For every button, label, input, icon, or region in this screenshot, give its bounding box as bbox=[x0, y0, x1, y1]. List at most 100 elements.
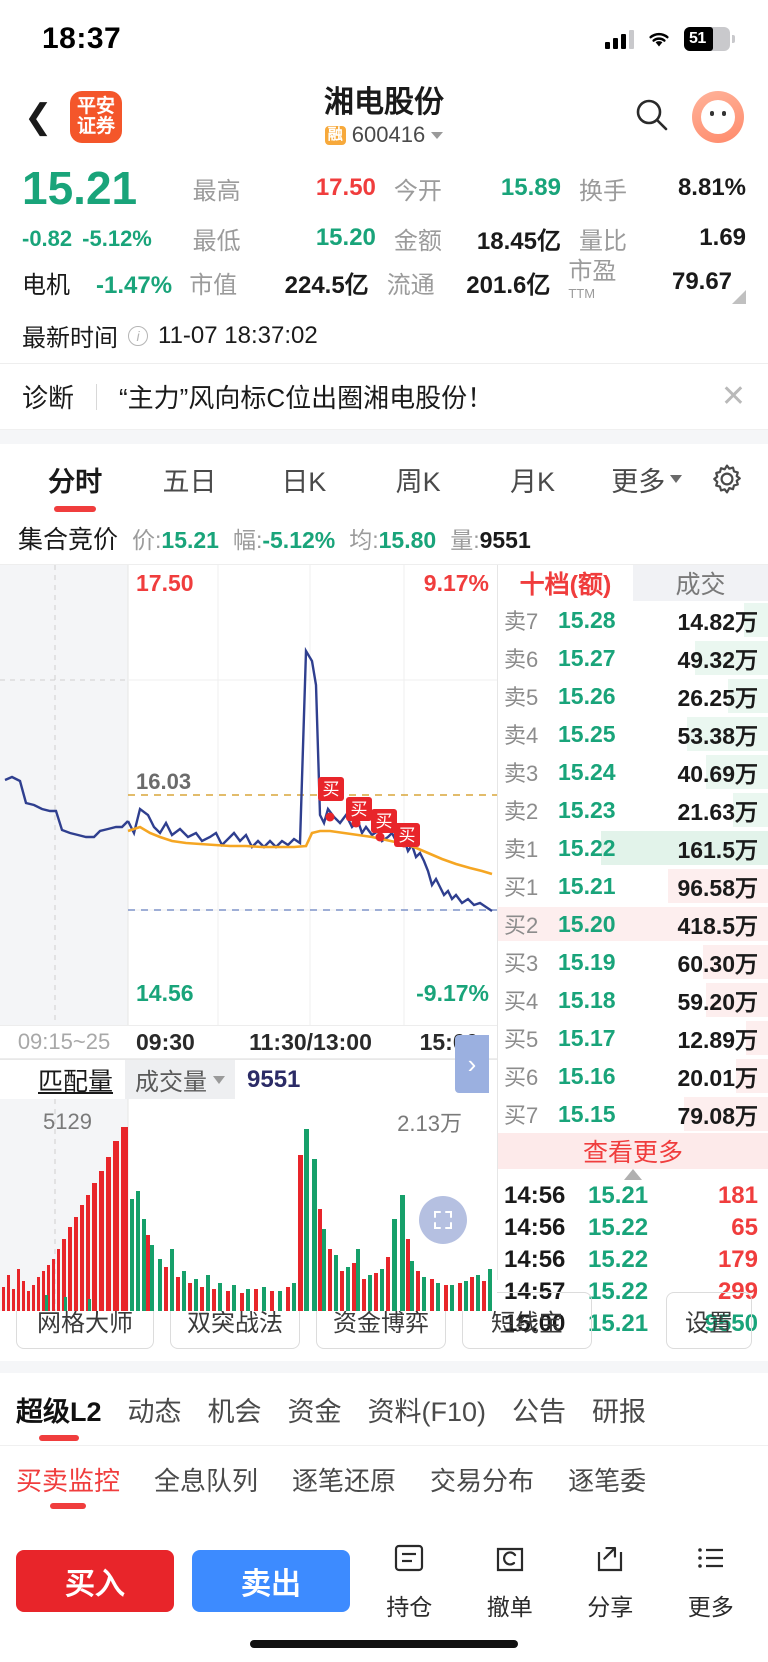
bid-row[interactable]: 买5 15.17 12.89万 bbox=[498, 1019, 768, 1057]
view-more-button[interactable]: 查看更多 bbox=[498, 1133, 768, 1169]
pe-value: 79.67 bbox=[671, 268, 733, 295]
auction-price: 价:15.21 bbox=[132, 527, 219, 553]
trade-list: 14:56 15.21 181 14:56 15.22 65 14:56 15.22 179… bbox=[498, 1180, 768, 1340]
gear-icon[interactable] bbox=[704, 462, 750, 496]
sector-name[interactable]: 电机 bbox=[22, 271, 70, 299]
bid-row[interactable]: 买4 15.18 59.20万 bbox=[498, 981, 768, 1019]
market-cap-value: 224.5亿 bbox=[284, 271, 369, 299]
lower-nav-item-announcement[interactable]: 公告 bbox=[512, 1396, 567, 1427]
tab-monthk[interactable]: 月K bbox=[509, 466, 555, 497]
toolbar-label: 分享 bbox=[587, 1594, 634, 1620]
ask-row[interactable]: 卖2 15.23 21.63万 bbox=[498, 791, 768, 829]
volume-panel-header: 匹配量 成交量 9551 bbox=[0, 1059, 497, 1099]
avatar[interactable] bbox=[692, 91, 744, 143]
chart-x-axis: 09:15~25 09:30 11:30/13:00 15:00 bbox=[0, 1025, 497, 1059]
tab-fenshi[interactable]: 分时 bbox=[18, 444, 132, 514]
ask-row[interactable]: 卖1 15.22 161.5万 bbox=[498, 829, 768, 867]
buy-button[interactable]: 买入 bbox=[16, 1549, 174, 1612]
lower-nav-item-f10[interactable]: 资料(F10) bbox=[367, 1396, 487, 1427]
info-icon[interactable]: i bbox=[128, 325, 148, 346]
home-indicator bbox=[0, 1626, 768, 1662]
svg-text:买: 买 bbox=[399, 826, 416, 845]
ask-row[interactable]: 卖7 15.28 14.82万 bbox=[498, 601, 768, 639]
back-icon[interactable]: ❮ bbox=[24, 98, 53, 136]
ask-row[interactable]: 卖6 15.27 49.32万 bbox=[498, 639, 768, 677]
sell-button[interactable]: 卖出 bbox=[192, 1549, 350, 1612]
sub-nav-item-tick-restore[interactable]: 逐笔还原 bbox=[292, 1466, 397, 1496]
close-icon[interactable]: ✕ bbox=[720, 379, 746, 413]
chart-low-label: 14.56 bbox=[136, 980, 194, 1006]
lower-nav-item-research[interactable]: 研报 bbox=[592, 1396, 647, 1427]
bid-row[interactable]: 买7 15.15 79.08万 bbox=[498, 1095, 768, 1133]
toolbar-item-cancel-order[interactable]: 撤单 bbox=[469, 1539, 552, 1622]
tab-dayk[interactable]: 日K bbox=[281, 466, 327, 497]
sub-nav-item-tick-orders[interactable]: 逐笔委 bbox=[568, 1466, 647, 1496]
match-volume-label: 匹配量 bbox=[38, 1067, 114, 1096]
battery-icon: 51 bbox=[684, 27, 735, 51]
broker-logo-line2: 证券 bbox=[76, 116, 115, 137]
status-clock: 18:37 bbox=[42, 22, 122, 55]
chart-high-label: 17.50 bbox=[136, 570, 194, 596]
intraday-chart[interactable]: 买 买 买 买 17.50 9.17% 16.03 14.56 -9.17% ›… bbox=[0, 565, 497, 1311]
x-tick-mid: 11:30/13:00 bbox=[249, 1028, 372, 1055]
broker-logo[interactable]: 平安 证券 bbox=[70, 91, 122, 143]
ask-row[interactable]: 卖3 15.24 40.69万 bbox=[498, 753, 768, 791]
lower-nav-item-dynamic[interactable]: 动态 bbox=[127, 1396, 182, 1427]
diagnosis-text: “主力”风向标C位出圈湘电股份！ bbox=[119, 383, 494, 413]
search-icon[interactable] bbox=[634, 97, 670, 138]
price-chart-svg: 买 买 买 买 17.50 9.17% 16.03 14.56 -9.17% bbox=[0, 565, 497, 1025]
amount-value: 18.45亿 bbox=[476, 227, 561, 255]
share-icon bbox=[591, 1539, 629, 1582]
lower-nav-item-super-l2[interactable]: 超级L2 bbox=[16, 1373, 102, 1445]
toolbar-item-more[interactable]: 更多 bbox=[670, 1539, 753, 1622]
sub-nav-item-trade-distribution[interactable]: 交易分布 bbox=[430, 1466, 535, 1496]
toolbar-item-position[interactable]: 持仓 bbox=[368, 1539, 451, 1622]
sub-nav-item-trade-monitor[interactable]: 买卖监控 bbox=[16, 1446, 120, 1513]
tab-more[interactable]: 更多 bbox=[590, 444, 704, 514]
quote-panel: 15.21 最高 17.50 今开 15.89 换手 8.81% -0.82 -… bbox=[0, 156, 768, 310]
strategy-button-grid-master[interactable]: 网格大师 bbox=[16, 1292, 154, 1349]
pe-label: 市盈TTM bbox=[568, 257, 617, 301]
volume-indicator-selector[interactable]: 成交量 bbox=[125, 1060, 236, 1099]
trade-row: 14:56 15.22 65 bbox=[504, 1214, 758, 1241]
status-indicators: 51 bbox=[605, 27, 735, 51]
last-price: 15.21 bbox=[22, 161, 138, 214]
chevron-down-icon[interactable] bbox=[431, 131, 444, 139]
ask-row[interactable]: 卖4 15.25 53.38万 bbox=[498, 715, 768, 753]
status-bar: 18:37 51 bbox=[0, 0, 768, 78]
sub-nav-item-holographic-queue[interactable]: 全息队列 bbox=[154, 1466, 259, 1496]
chart-expand-handle[interactable]: › bbox=[455, 1035, 489, 1093]
auction-title: 集合竞价 bbox=[18, 526, 119, 554]
bid-row[interactable]: 买6 15.16 20.01万 bbox=[498, 1057, 768, 1095]
strategy-button-capital-game[interactable]: 资金博弈 bbox=[316, 1292, 446, 1349]
bid-row[interactable]: 买1 15.21 96.58万 bbox=[498, 867, 768, 905]
price-change: -0.82 bbox=[22, 226, 73, 251]
strategy-button-short-term[interactable]: 短线宝 bbox=[462, 1292, 592, 1349]
stock-code: 600416 bbox=[351, 122, 426, 148]
tab-5day[interactable]: 五日 bbox=[162, 466, 217, 497]
tab-weekk[interactable]: 周K bbox=[395, 466, 441, 497]
bid-row[interactable]: 买2 15.20 418.5万 bbox=[498, 905, 768, 943]
trade-row: 14:57 15.22 299 bbox=[504, 1278, 758, 1305]
turnover-label: 换手 bbox=[578, 177, 627, 205]
low-value: 15.20 bbox=[315, 224, 376, 251]
lower-nav-item-capital[interactable]: 资金 bbox=[287, 1396, 342, 1427]
margin-badge: 融 bbox=[324, 126, 346, 145]
ask-row[interactable]: 卖5 15.26 26.25万 bbox=[498, 677, 768, 715]
tab-trades[interactable]: 成交 bbox=[633, 565, 768, 601]
toolbar-item-share[interactable]: 分享 bbox=[569, 1539, 652, 1622]
bid-row[interactable]: 买3 15.19 60.30万 bbox=[498, 943, 768, 981]
chart-prevclose-label: 16.03 bbox=[136, 769, 191, 794]
fullscreen-icon[interactable] bbox=[419, 1196, 467, 1244]
auction-range: 幅:-5.12% bbox=[232, 527, 336, 553]
lower-nav-item-opportunity[interactable]: 机会 bbox=[207, 1396, 262, 1427]
settings-button[interactable]: 设置 bbox=[666, 1292, 752, 1349]
market-cap-label: 市值 bbox=[189, 271, 238, 299]
diagnosis-banner[interactable]: 诊断 “主力”风向标C位出圈湘电股份！ ✕ bbox=[0, 363, 768, 430]
volume-ratio-value: 1.69 bbox=[699, 224, 747, 251]
auction-row: 集合竞价 价:15.21 幅:-5.12% 均:15.80 量:9551 bbox=[0, 514, 768, 565]
tab-ten-levels[interactable]: 十档(额) bbox=[498, 565, 633, 601]
chevron-down-icon bbox=[670, 475, 683, 483]
expand-corner-icon[interactable] bbox=[732, 290, 747, 304]
triangle-up-icon[interactable] bbox=[498, 1169, 768, 1180]
